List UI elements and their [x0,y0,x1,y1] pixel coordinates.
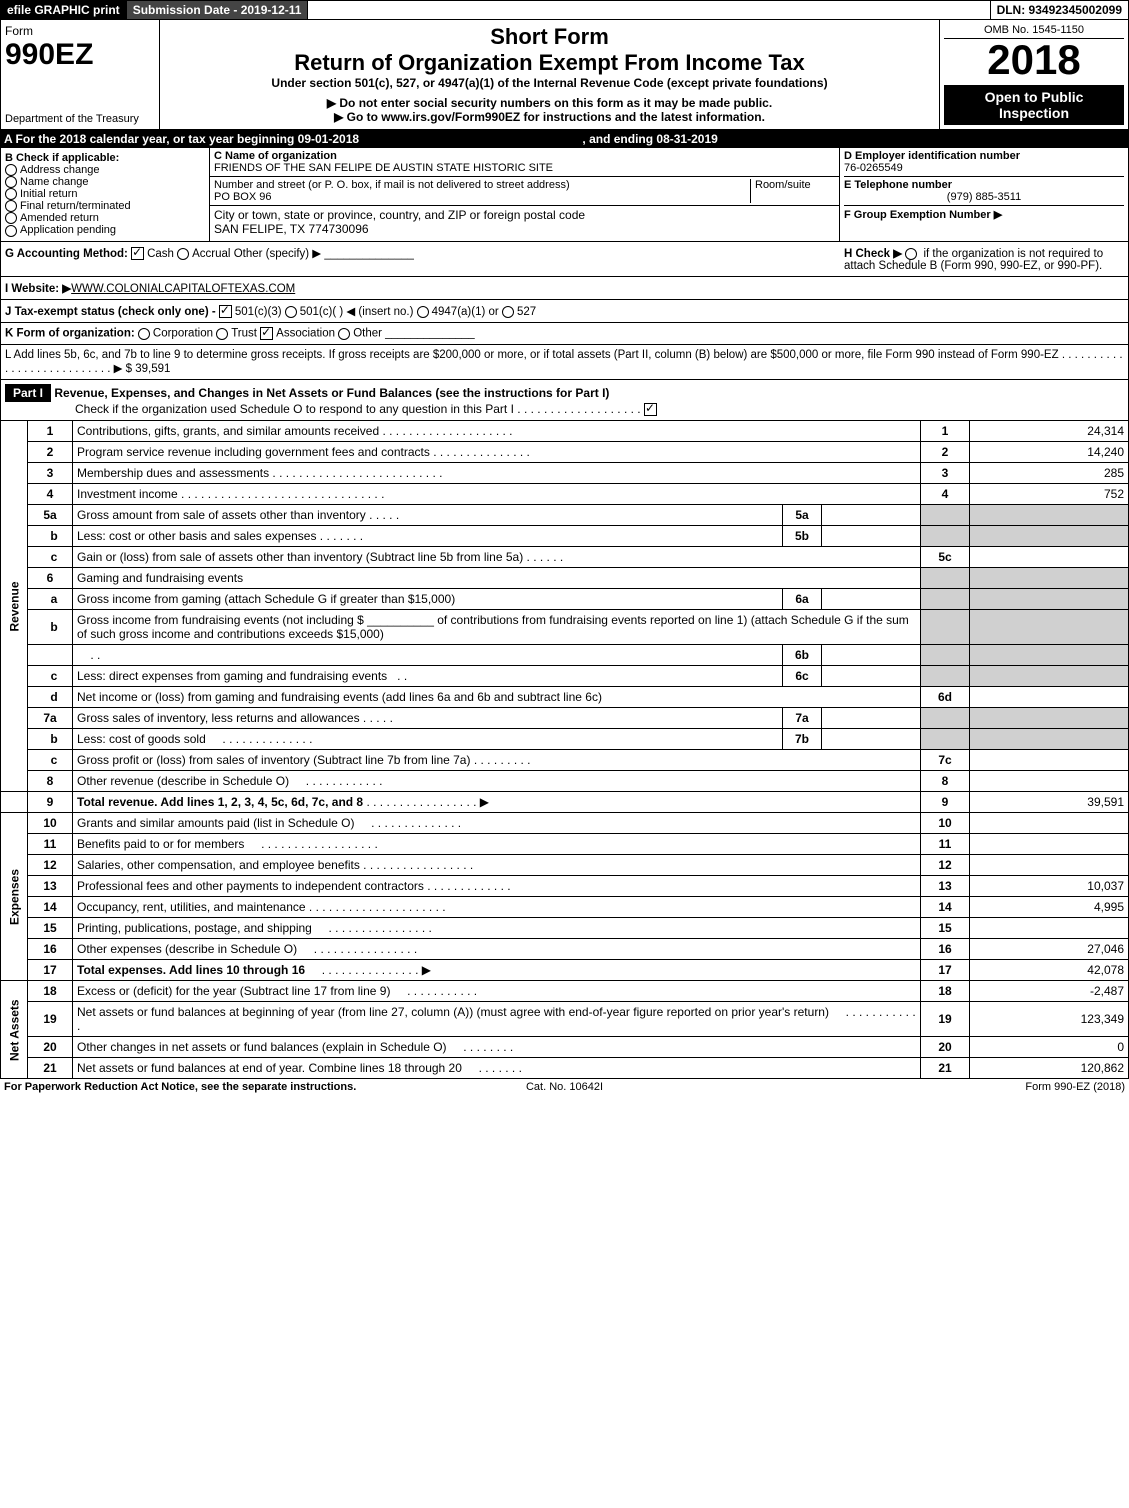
footer-formno: Form 990-EZ (2018) [751,1081,1125,1093]
ein-value: 76-0265549 [844,162,1124,174]
submission-date: Submission Date - 2019-12-11 [127,1,309,19]
f-label: F Group Exemption Number ▶ [844,208,1124,221]
dln-number: DLN: 93492345002099 [990,1,1128,19]
val-4: 752 [970,484,1129,505]
val-1: 24,314 [970,421,1129,442]
val-16: 27,046 [970,939,1129,960]
val-19: 123,349 [970,1002,1129,1037]
val-20: 0 [970,1037,1129,1058]
val-2: 14,240 [970,442,1129,463]
j-4947[interactable] [417,306,429,318]
org-street: PO BOX 96 [214,191,750,203]
part-i-title: Revenue, Expenses, and Changes in Net As… [54,386,609,400]
c-street-label: Number and street (or P. O. box, if mail… [214,179,750,191]
efile-print-button[interactable]: efile GRAPHIC print [1,1,127,19]
k-trust[interactable] [216,328,228,340]
j-501c3[interactable] [219,305,232,318]
val-9: 39,591 [970,792,1129,813]
line-l: L Add lines 5b, 6c, and 7b to line 9 to … [5,349,1124,375]
section-c: C Name of organization FRIENDS OF THE SA… [210,148,840,241]
part-i-sub: Check if the organization used Schedule … [75,402,514,416]
line-k: K Form of organization: Corporation Trus… [5,327,1124,340]
footer-paperwork: For Paperwork Reduction Act Notice, see … [4,1081,378,1093]
section-def: D Employer identification number 76-0265… [840,148,1128,241]
phone-value: (979) 885-3511 [844,191,1124,203]
form-number-block: Form 990EZ Department of the Treasury [1,20,160,129]
part-i-checkbox[interactable] [644,403,657,416]
header-center: Short Form Return of Organization Exempt… [160,20,939,129]
dept-treasury: Department of the Treasury [5,113,155,125]
b-label: B Check if applicable: [5,152,205,164]
k-corp[interactable] [138,328,150,340]
calendar-begin: A For the 2018 calendar year, or tax yea… [4,132,359,146]
b-opt-address[interactable]: Address change [5,164,205,176]
val-17: 42,078 [970,960,1129,981]
d-label: D Employer identification number [844,150,1124,162]
k-assoc[interactable] [260,327,273,340]
j-501c[interactable] [285,306,297,318]
g-accrual-radio[interactable] [177,248,189,260]
line-j: J Tax-exempt status (check only one) - 5… [5,304,1124,318]
ssn-warning: ▶ Do not enter social security numbers o… [168,96,931,110]
section-b: B Check if applicable: Address change Na… [1,148,210,241]
val-21: 120,862 [970,1058,1129,1079]
part-i-label: Part I [5,384,51,402]
revenue-side-label: Revenue [1,421,28,792]
val-13: 10,037 [970,876,1129,897]
line-g: G Accounting Method: Cash Accrual Other … [5,246,844,272]
open-to-public: Open to Public Inspection [944,85,1124,125]
room-suite: Room/suite [750,179,835,203]
website-link[interactable]: WWW.COLONIALCAPITALOFTEXAS.COM [71,283,295,295]
tax-year: 2018 [944,39,1124,81]
header-right: OMB No. 1545-1150 2018 Open to Public In… [939,20,1128,129]
calendar-year-bar: A For the 2018 calendar year, or tax yea… [0,130,1129,148]
return-title: Return of Organization Exempt From Incom… [168,50,931,76]
goto-link[interactable]: ▶ Go to www.irs.gov/Form990EZ for instru… [168,110,931,124]
line-h: H Check ▶ if the organization is not req… [844,246,1124,272]
b-opt-final[interactable]: Final return/terminated [5,200,205,212]
form-990ez: 990EZ [5,38,155,72]
l-value: ▶ $ 39,591 [114,363,171,375]
c-city-label: City or town, state or province, country… [214,208,835,222]
c-name-label: C Name of organization [214,150,835,162]
b-opt-initial[interactable]: Initial return [5,188,205,200]
expenses-side-label: Expenses [1,813,28,981]
h-checkbox[interactable] [905,248,917,260]
part-i-table: Revenue 1 Contributions, gifts, grants, … [0,421,1129,1079]
g-cash-checkbox[interactable] [131,247,144,260]
val-14: 4,995 [970,897,1129,918]
calendar-end: , and ending 08-31-2019 [582,132,717,146]
b-opt-name[interactable]: Name change [5,176,205,188]
e-label: E Telephone number [844,179,1124,191]
ln-1: 1 [28,421,73,442]
org-city: SAN FELIPE, TX 774730096 [214,222,835,236]
line-i: I Website: ▶WWW.COLONIALCAPITALOFTEXAS.C… [5,281,1124,295]
b-opt-amended[interactable]: Amended return [5,212,205,224]
netassets-side-label: Net Assets [1,981,28,1079]
val-3: 285 [970,463,1129,484]
top-bar: efile GRAPHIC print Submission Date - 20… [0,0,1129,20]
j-527[interactable] [502,306,514,318]
footer: For Paperwork Reduction Act Notice, see … [0,1079,1129,1095]
form-label: Form [5,24,155,38]
b-opt-pending[interactable]: Application pending [5,224,205,236]
footer-catno: Cat. No. 10642I [378,1081,752,1093]
val-18: -2,487 [970,981,1129,1002]
org-name: FRIENDS OF THE SAN FELIPE DE AUSTIN STAT… [214,162,835,174]
form-header: Form 990EZ Department of the Treasury Sh… [0,20,1129,130]
under-section: Under section 501(c), 527, or 4947(a)(1)… [168,76,931,90]
k-other[interactable] [338,328,350,340]
short-form-title: Short Form [168,24,931,50]
